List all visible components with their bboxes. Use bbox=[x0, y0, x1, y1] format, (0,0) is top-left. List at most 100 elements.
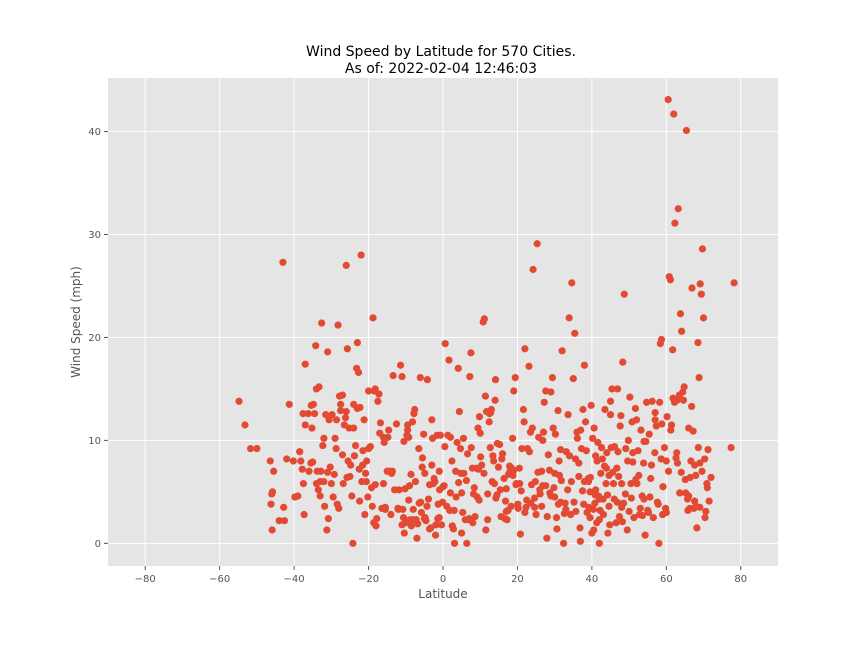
data-point bbox=[285, 400, 293, 408]
data-point bbox=[605, 471, 613, 479]
data-point bbox=[342, 407, 350, 416]
data-point bbox=[606, 397, 615, 405]
data-point bbox=[501, 515, 509, 523]
data-point bbox=[405, 496, 413, 504]
data-point bbox=[482, 526, 490, 534]
data-point bbox=[446, 433, 455, 441]
data-point bbox=[316, 492, 324, 500]
data-point bbox=[641, 531, 649, 539]
data-point bbox=[565, 452, 574, 460]
data-point bbox=[452, 493, 460, 501]
data-point bbox=[337, 406, 345, 415]
data-point bbox=[609, 480, 618, 488]
data-point bbox=[415, 445, 423, 453]
data-point bbox=[530, 494, 539, 502]
data-point bbox=[411, 477, 420, 486]
data-point bbox=[624, 436, 632, 444]
data-point bbox=[491, 376, 500, 384]
data-point bbox=[463, 539, 471, 547]
data-point bbox=[651, 416, 659, 424]
data-point bbox=[320, 434, 328, 442]
x-tick-label: −20 bbox=[358, 574, 379, 585]
data-point bbox=[420, 430, 428, 438]
data-point bbox=[518, 445, 526, 453]
data-point bbox=[627, 494, 635, 502]
data-point bbox=[533, 240, 541, 248]
data-point bbox=[594, 492, 603, 500]
data-point bbox=[589, 505, 597, 513]
data-point bbox=[418, 463, 426, 471]
data-point bbox=[459, 508, 467, 517]
x-tick-label: 80 bbox=[734, 574, 747, 585]
data-point bbox=[555, 457, 563, 465]
data-point bbox=[398, 521, 406, 529]
data-point bbox=[428, 461, 436, 469]
data-point bbox=[389, 371, 397, 380]
data-point bbox=[364, 493, 372, 501]
data-point bbox=[567, 477, 576, 486]
data-point bbox=[631, 404, 640, 413]
data-point bbox=[280, 517, 289, 525]
data-point bbox=[640, 459, 648, 467]
data-point bbox=[592, 486, 600, 494]
data-point bbox=[528, 424, 536, 432]
data-point bbox=[727, 444, 735, 452]
data-point bbox=[647, 474, 655, 483]
grid-lines bbox=[108, 78, 778, 566]
data-point bbox=[340, 421, 348, 429]
data-point bbox=[694, 338, 702, 347]
data-point bbox=[569, 375, 577, 383]
data-point bbox=[573, 434, 581, 442]
data-point bbox=[658, 420, 666, 428]
data-point bbox=[645, 430, 653, 438]
data-point bbox=[369, 314, 377, 322]
data-point bbox=[435, 467, 443, 475]
data-point bbox=[502, 485, 510, 493]
data-point bbox=[446, 489, 455, 497]
data-point bbox=[657, 335, 666, 344]
data-point bbox=[654, 500, 662, 508]
data-point bbox=[458, 489, 466, 497]
data-point bbox=[643, 398, 651, 406]
data-point bbox=[432, 521, 440, 529]
data-point bbox=[686, 473, 694, 482]
data-point bbox=[368, 502, 376, 510]
data-point bbox=[480, 315, 488, 323]
data-point bbox=[688, 402, 696, 411]
data-point bbox=[670, 398, 679, 406]
data-point bbox=[312, 342, 320, 350]
data-point bbox=[586, 488, 594, 496]
data-point bbox=[525, 448, 533, 456]
data-point bbox=[648, 397, 656, 405]
data-point bbox=[466, 372, 474, 381]
data-point bbox=[586, 473, 595, 482]
data-point bbox=[532, 510, 540, 519]
data-point bbox=[315, 383, 323, 391]
data-point bbox=[310, 410, 319, 418]
data-point bbox=[525, 362, 533, 370]
data-point bbox=[600, 462, 609, 470]
data-point bbox=[596, 506, 604, 515]
data-point bbox=[547, 388, 555, 396]
data-point bbox=[676, 310, 685, 318]
data-point bbox=[612, 519, 620, 527]
data-point bbox=[337, 400, 345, 408]
data-point bbox=[455, 407, 463, 416]
data-point bbox=[530, 503, 539, 511]
data-point bbox=[659, 510, 667, 519]
data-point bbox=[679, 396, 688, 404]
data-point bbox=[332, 416, 341, 424]
data-point bbox=[520, 418, 528, 426]
data-point bbox=[697, 290, 705, 298]
data-point bbox=[640, 495, 648, 503]
data-point bbox=[396, 361, 405, 369]
data-point bbox=[445, 356, 453, 364]
data-point bbox=[545, 466, 554, 474]
data-point bbox=[542, 482, 550, 490]
data-point bbox=[342, 261, 350, 269]
data-point bbox=[371, 385, 379, 393]
data-point bbox=[475, 413, 484, 421]
data-point bbox=[454, 364, 462, 372]
data-point bbox=[246, 445, 255, 453]
data-point bbox=[350, 452, 359, 460]
